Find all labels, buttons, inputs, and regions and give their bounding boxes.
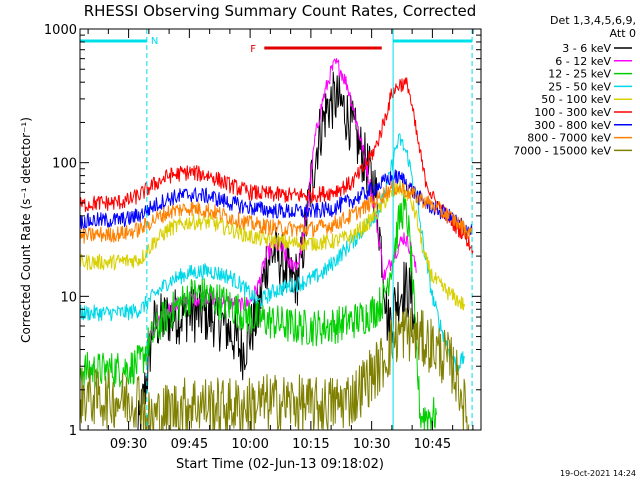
- y-tick-label: 100: [52, 157, 77, 172]
- series-line-12-25-kev: [80, 192, 437, 430]
- series-line-25-50-kev: [80, 133, 466, 373]
- y-tick-label: 1000: [44, 23, 77, 38]
- series-line-7000-15000-kev: [80, 307, 470, 430]
- x-tick-label: 10:30: [353, 437, 390, 452]
- night-interval-label: N: [151, 36, 158, 47]
- series-line-3-6-kev: [137, 71, 417, 430]
- x-tick-label: 10:45: [414, 437, 451, 452]
- legend-header-line-1: Det 1,3,4,5,6,9,: [550, 14, 636, 27]
- y-axis-label: Corrected Count Rate (s⁻¹ detector⁻¹): [19, 117, 33, 343]
- legend-entry-label: 3 - 6 keV: [562, 42, 611, 55]
- x-tick-label: 10:15: [292, 437, 329, 452]
- flare-interval-label: F: [250, 44, 256, 55]
- legend-entry-label: 6 - 12 keV: [555, 55, 611, 68]
- series-line-800-7000-kev: [80, 179, 473, 244]
- series-layer: [80, 58, 474, 430]
- x-axis-label: Start Time (02-Jun-13 09:18:02): [176, 457, 384, 472]
- chart-title: RHESSI Observing Summary Count Rates, Co…: [84, 2, 477, 20]
- footer-timestamp: 19-Oct-2021 14:24: [560, 469, 636, 478]
- axes: 1 10 100 1000 09:30 09:45 10:00 10:15 10:30 10:45: [44, 23, 482, 452]
- legend-header-line-2: Att 0: [610, 27, 636, 40]
- series-line-100-300-kev: [80, 77, 474, 255]
- plot-frame: [79, 28, 482, 431]
- x-tick-label: 10:00: [231, 437, 268, 452]
- y-tick-label: 10: [60, 290, 77, 305]
- legend-entry-label: 50 - 100 keV: [541, 93, 611, 106]
- legend-entry-label: 100 - 300 keV: [534, 106, 611, 119]
- series-line-6-12-kev: [146, 58, 417, 348]
- legend-entry-label: 800 - 7000 keV: [527, 132, 611, 145]
- legend-entry-label: 300 - 800 keV: [534, 119, 611, 132]
- legend-entry-label: 12 - 25 keV: [548, 68, 611, 81]
- y-tick-label: 1: [69, 424, 77, 439]
- x-tick-label: 09:45: [171, 437, 208, 452]
- legend-entry-label: 7000 - 15000 keV: [513, 144, 611, 157]
- x-tick-label: 09:30: [110, 437, 147, 452]
- series-line-300-800-kev: [80, 169, 473, 237]
- legend-entry-label: 25 - 50 keV: [548, 80, 611, 93]
